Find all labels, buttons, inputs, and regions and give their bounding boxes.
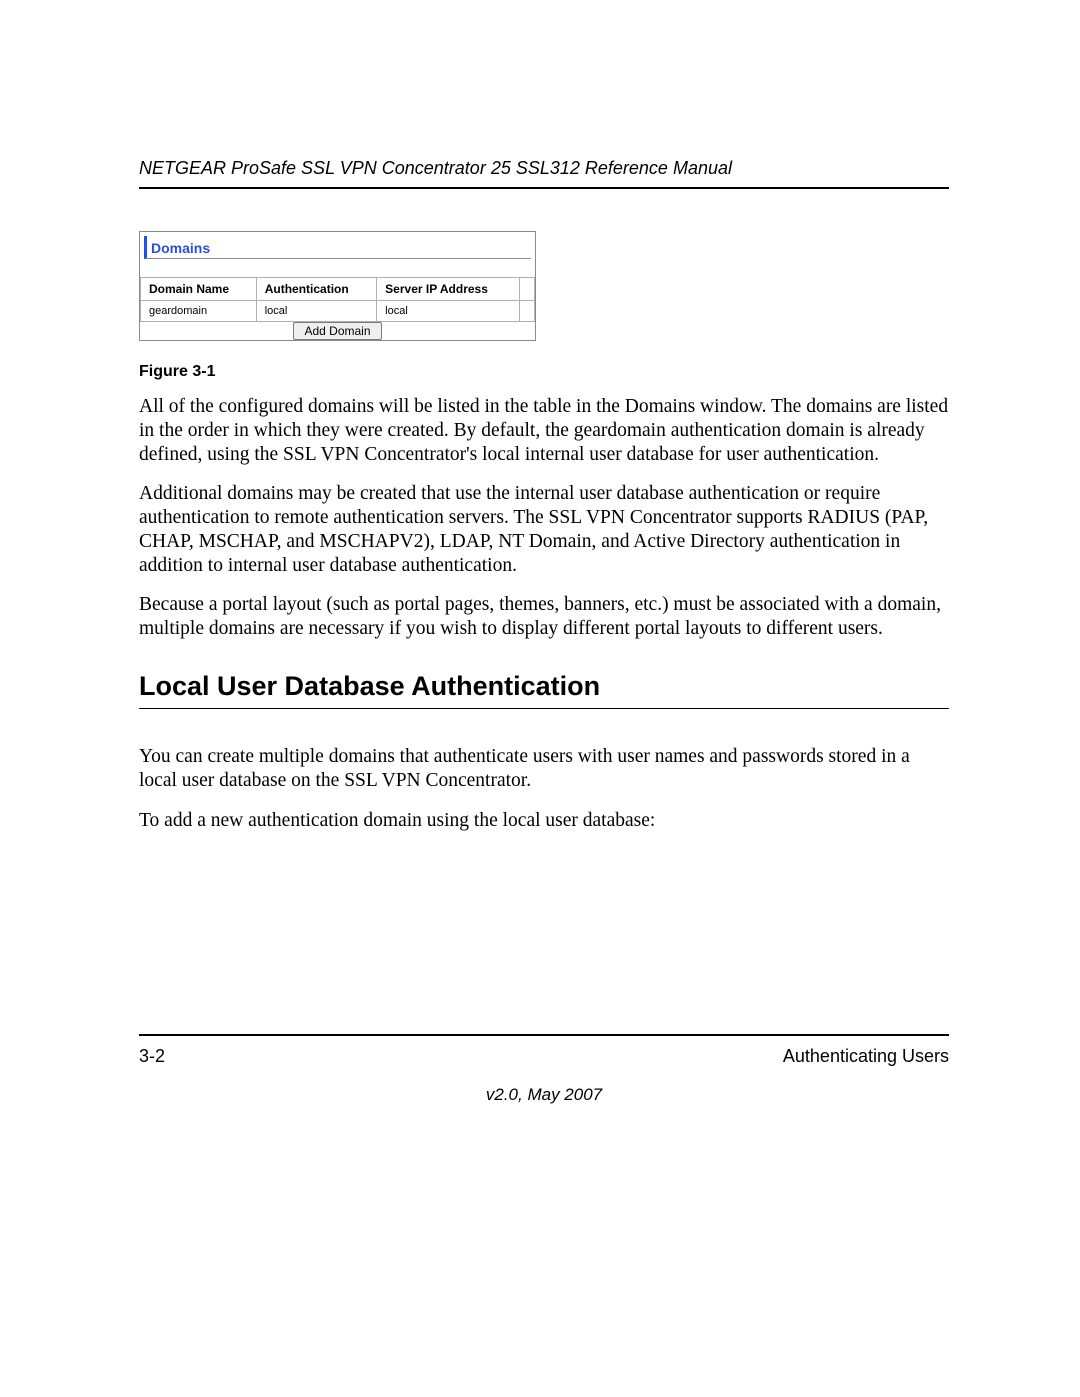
running-header: NETGEAR ProSafe SSL VPN Concentrator 25 … bbox=[139, 158, 949, 179]
paragraph: To add a new authentication domain using… bbox=[139, 809, 949, 833]
spacer bbox=[140, 259, 535, 277]
col-authentication: Authentication bbox=[256, 278, 376, 301]
section-heading: Local User Database Authentication bbox=[139, 671, 949, 702]
domains-panel: Domains Domain Name Authentication Serve… bbox=[139, 231, 536, 341]
cell-authentication: local bbox=[256, 301, 376, 322]
domains-table: Domain Name Authentication Server IP Add… bbox=[140, 277, 535, 340]
page-number: 3-2 bbox=[139, 1046, 165, 1067]
paragraph: Because a portal layout (such as portal … bbox=[139, 593, 949, 641]
cell-server-ip: local bbox=[377, 301, 520, 322]
heading-rule bbox=[139, 708, 949, 709]
page: NETGEAR ProSafe SSL VPN Concentrator 25 … bbox=[0, 0, 1080, 1397]
col-server-ip: Server IP Address bbox=[377, 278, 520, 301]
cell-domain-name: geardomain bbox=[141, 301, 257, 322]
paragraph: You can create multiple domains that aut… bbox=[139, 745, 949, 793]
footer-version: v2.0, May 2007 bbox=[139, 1085, 949, 1105]
table-row[interactable]: geardomain local local bbox=[141, 301, 535, 322]
domains-panel-title: Domains bbox=[144, 236, 531, 259]
section-name: Authenticating Users bbox=[783, 1046, 949, 1067]
add-domain-row: Add Domain bbox=[141, 322, 535, 341]
page-footer: 3-2 Authenticating Users v2.0, May 2007 bbox=[139, 1034, 949, 1105]
footer-row: 3-2 Authenticating Users bbox=[139, 1046, 949, 1067]
figure-caption: Figure 3-1 bbox=[139, 363, 949, 381]
paragraph: All of the configured domains will be li… bbox=[139, 395, 949, 466]
cell-spacer bbox=[520, 301, 535, 322]
col-spacer bbox=[520, 278, 535, 301]
footer-rule bbox=[139, 1034, 949, 1036]
table-header-row: Domain Name Authentication Server IP Add… bbox=[141, 278, 535, 301]
add-domain-button[interactable]: Add Domain bbox=[293, 322, 381, 340]
paragraph: Additional domains may be created that u… bbox=[139, 482, 949, 577]
header-rule bbox=[139, 187, 949, 189]
col-domain-name: Domain Name bbox=[141, 278, 257, 301]
